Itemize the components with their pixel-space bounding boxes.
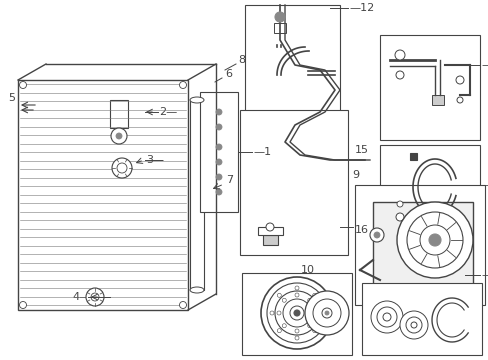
Circle shape xyxy=(116,133,122,139)
Circle shape xyxy=(179,81,186,89)
Circle shape xyxy=(325,311,328,315)
Circle shape xyxy=(395,213,403,221)
Circle shape xyxy=(455,76,463,84)
Text: 2—: 2— xyxy=(159,107,177,117)
Bar xyxy=(190,100,203,290)
Text: 3—: 3— xyxy=(146,155,164,165)
Ellipse shape xyxy=(190,97,203,103)
Text: —11: —11 xyxy=(480,270,488,280)
Text: —13: —13 xyxy=(482,180,488,190)
Circle shape xyxy=(376,307,396,327)
Circle shape xyxy=(86,288,104,306)
Bar xyxy=(354,185,484,305)
Bar xyxy=(431,95,443,105)
Circle shape xyxy=(293,310,299,316)
Circle shape xyxy=(399,311,427,339)
Circle shape xyxy=(396,202,472,278)
Bar xyxy=(379,145,479,232)
Bar xyxy=(263,235,278,245)
Text: —14: —14 xyxy=(480,60,488,70)
Circle shape xyxy=(216,109,222,115)
Bar xyxy=(273,23,285,33)
Bar xyxy=(244,5,339,125)
Text: —1: —1 xyxy=(252,147,270,157)
Bar xyxy=(240,110,347,255)
Circle shape xyxy=(216,159,222,165)
Bar xyxy=(379,35,479,140)
Circle shape xyxy=(20,301,26,309)
Circle shape xyxy=(321,308,331,318)
Circle shape xyxy=(428,234,440,246)
Circle shape xyxy=(294,293,298,297)
Circle shape xyxy=(91,293,99,301)
Circle shape xyxy=(20,81,26,89)
Circle shape xyxy=(276,311,281,315)
Bar xyxy=(372,202,472,290)
Circle shape xyxy=(307,324,311,328)
Text: 8: 8 xyxy=(238,55,244,65)
Circle shape xyxy=(274,291,318,335)
Circle shape xyxy=(289,306,304,320)
Circle shape xyxy=(294,286,298,290)
Circle shape xyxy=(117,163,127,173)
Circle shape xyxy=(277,329,281,333)
Circle shape xyxy=(312,299,340,327)
Bar xyxy=(409,153,416,160)
Ellipse shape xyxy=(190,287,203,293)
Bar xyxy=(361,283,481,355)
Bar xyxy=(18,80,187,310)
Circle shape xyxy=(305,291,348,335)
Circle shape xyxy=(369,228,383,242)
Circle shape xyxy=(382,313,390,321)
Circle shape xyxy=(312,293,316,297)
Text: 7: 7 xyxy=(225,175,233,185)
Text: 9: 9 xyxy=(351,170,358,180)
Circle shape xyxy=(456,97,462,103)
Text: 15: 15 xyxy=(354,145,368,155)
Circle shape xyxy=(216,174,222,180)
Circle shape xyxy=(319,311,324,315)
Circle shape xyxy=(406,212,462,268)
Circle shape xyxy=(265,223,273,231)
Circle shape xyxy=(405,317,421,333)
Circle shape xyxy=(373,232,379,238)
Circle shape xyxy=(307,298,311,302)
Text: 16: 16 xyxy=(354,225,368,235)
Circle shape xyxy=(282,298,285,302)
Circle shape xyxy=(266,283,326,343)
Bar xyxy=(258,227,283,235)
Circle shape xyxy=(283,299,310,327)
Circle shape xyxy=(294,336,298,340)
Circle shape xyxy=(216,189,222,195)
Circle shape xyxy=(394,50,404,60)
Bar xyxy=(242,273,351,355)
Bar xyxy=(110,100,128,128)
Text: —12: —12 xyxy=(348,3,373,13)
Circle shape xyxy=(112,158,132,178)
Circle shape xyxy=(282,324,285,328)
Circle shape xyxy=(410,322,416,328)
Circle shape xyxy=(274,12,285,22)
Circle shape xyxy=(269,311,273,315)
Circle shape xyxy=(261,277,332,349)
Text: 5: 5 xyxy=(8,93,15,103)
Circle shape xyxy=(294,329,298,333)
Circle shape xyxy=(179,301,186,309)
Circle shape xyxy=(419,225,449,255)
Bar xyxy=(200,92,238,212)
Circle shape xyxy=(312,329,316,333)
Text: 6: 6 xyxy=(224,69,231,79)
Circle shape xyxy=(370,301,402,333)
Circle shape xyxy=(216,144,222,150)
Circle shape xyxy=(216,124,222,130)
Circle shape xyxy=(395,71,403,79)
Text: 10: 10 xyxy=(301,265,314,275)
Circle shape xyxy=(396,201,402,207)
Text: 4—: 4— xyxy=(72,292,90,302)
Circle shape xyxy=(312,311,316,315)
Circle shape xyxy=(277,293,281,297)
Circle shape xyxy=(111,128,127,144)
